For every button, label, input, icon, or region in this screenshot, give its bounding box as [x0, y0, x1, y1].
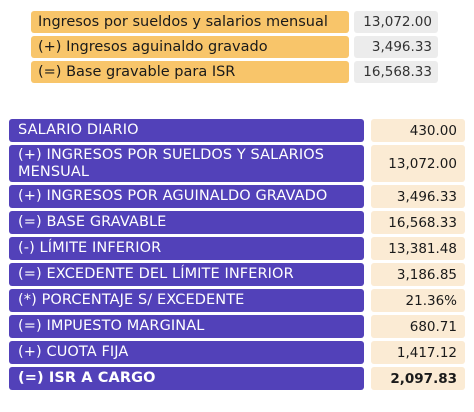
row-value: 430.00 [371, 119, 465, 142]
summary-value: 3,496.33 [354, 36, 438, 58]
summary-label: (+) Ingresos aguinaldo gravado [31, 36, 349, 58]
row-value: 21.36% [371, 289, 465, 312]
summary-row-aguinaldo: (+) Ingresos aguinaldo gravado 3,496.33 [31, 36, 438, 58]
row-label: (-) LÍMITE INFERIOR [9, 237, 364, 260]
table-row-percentage: (*) PORCENTAJE S/ EXCEDENTE 21.36% [9, 289, 465, 312]
row-value: 16,568.33 [371, 211, 465, 234]
row-value: 3,186.85 [371, 263, 465, 286]
row-label: (+) CUOTA FIJA [9, 341, 364, 364]
summary-label: (=) Base gravable para ISR [31, 61, 349, 83]
row-label: (=) ISR A CARGO [9, 367, 364, 390]
row-label: (=) IMPUESTO MARGINAL [9, 315, 364, 338]
isr-calculation-table: SALARIO DIARIO 430.00 (+) INGRESOS POR S… [9, 119, 465, 393]
row-label: (*) PORCENTAJE S/ EXCEDENTE [9, 289, 364, 312]
row-label: (+) INGRESOS POR SUELDOS Y SALARIOS MENS… [9, 145, 364, 182]
summary-value: 16,568.33 [354, 61, 438, 83]
row-value: 2,097.83 [371, 367, 465, 390]
row-label: SALARIO DIARIO [9, 119, 364, 142]
table-row-lower-limit: (-) LÍMITE INFERIOR 13,381.48 [9, 237, 465, 260]
table-row-marginal-tax: (=) IMPUESTO MARGINAL 680.71 [9, 315, 465, 338]
table-row-tax-base: (=) BASE GRAVABLE 16,568.33 [9, 211, 465, 234]
row-value: 3,496.33 [371, 185, 465, 208]
table-row-isr-total: (=) ISR A CARGO 2,097.83 [9, 367, 465, 390]
row-label: (=) BASE GRAVABLE [9, 211, 364, 234]
row-value: 680.71 [371, 315, 465, 338]
table-row-aguinaldo: (+) INGRESOS POR AGUINALDO GRAVADO 3,496… [9, 185, 465, 208]
table-row-excess: (=) EXCEDENTE DEL LÍMITE INFERIOR 3,186.… [9, 263, 465, 286]
income-summary-table: Ingresos por sueldos y salarios mensual … [31, 11, 438, 86]
table-row-daily-salary: SALARIO DIARIO 430.00 [9, 119, 465, 142]
summary-row-monthly-income: Ingresos por sueldos y salarios mensual … [31, 11, 438, 33]
summary-label: Ingresos por sueldos y salarios mensual [31, 11, 349, 33]
summary-row-tax-base: (=) Base gravable para ISR 16,568.33 [31, 61, 438, 83]
summary-value: 13,072.00 [354, 11, 438, 33]
row-label: (+) INGRESOS POR AGUINALDO GRAVADO [9, 185, 364, 208]
row-value: 13,381.48 [371, 237, 465, 260]
row-value: 13,072.00 [371, 145, 465, 182]
row-value: 1,417.12 [371, 341, 465, 364]
row-label: (=) EXCEDENTE DEL LÍMITE INFERIOR [9, 263, 364, 286]
table-row-monthly-income: (+) INGRESOS POR SUELDOS Y SALARIOS MENS… [9, 145, 465, 182]
table-row-fixed-fee: (+) CUOTA FIJA 1,417.12 [9, 341, 465, 364]
